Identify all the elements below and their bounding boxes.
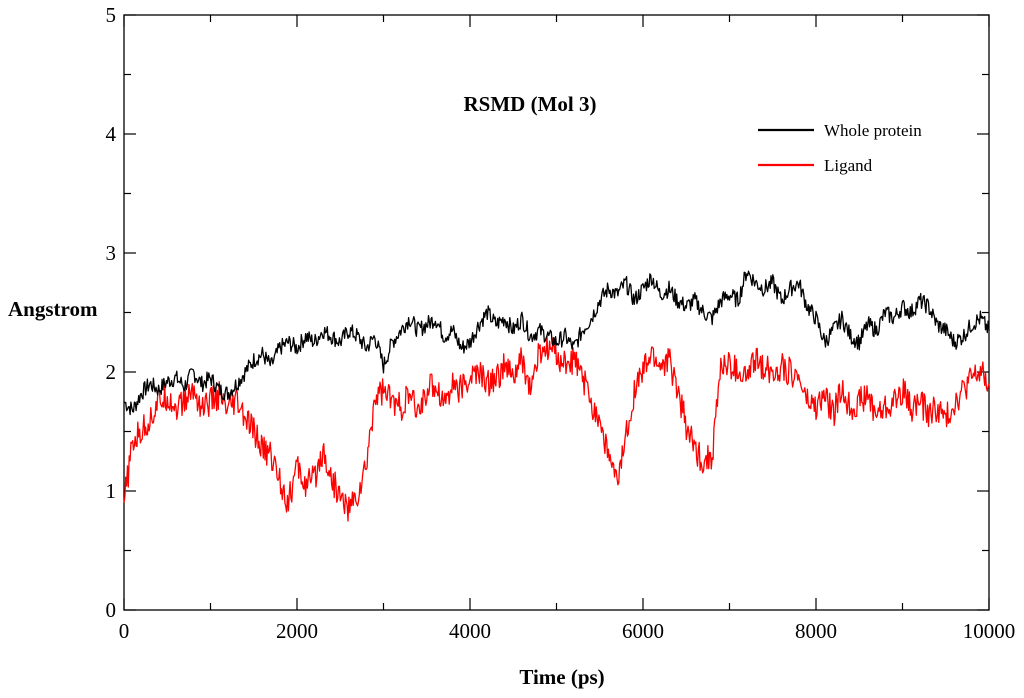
y-tick-label: 5: [106, 3, 117, 27]
series-line-whole-protein: [123, 270, 990, 416]
x-tick-label: 2000: [276, 619, 318, 643]
y-tick-label: 3: [106, 241, 117, 265]
chart-title: RSMD (Mol 3): [464, 92, 597, 116]
x-tick-label: 0: [119, 619, 130, 643]
y-tick-label: 4: [106, 122, 117, 146]
tick-labels: 0 2000 4000 6000 8000 10000 0 1 2 3 4 5: [106, 3, 1016, 643]
series-group: [123, 270, 990, 522]
x-axis-title: Time (ps): [519, 665, 604, 689]
x-tick-label: 8000: [795, 619, 837, 643]
series-line-ligand: [123, 334, 990, 522]
x-tick-label: 10000: [963, 619, 1016, 643]
legend: Whole protein Ligand: [758, 121, 922, 175]
legend-label-whole-protein: Whole protein: [824, 121, 922, 140]
legend-label-ligand: Ligand: [824, 156, 873, 175]
axis-ticks: [123, 14, 990, 611]
y-axis-title: Angstrom: [8, 297, 98, 321]
y-tick-label: 0: [106, 598, 117, 622]
x-tick-label: 4000: [449, 619, 491, 643]
y-tick-label: 2: [106, 360, 117, 384]
y-tick-label: 1: [106, 479, 117, 503]
x-tick-label: 6000: [622, 619, 664, 643]
